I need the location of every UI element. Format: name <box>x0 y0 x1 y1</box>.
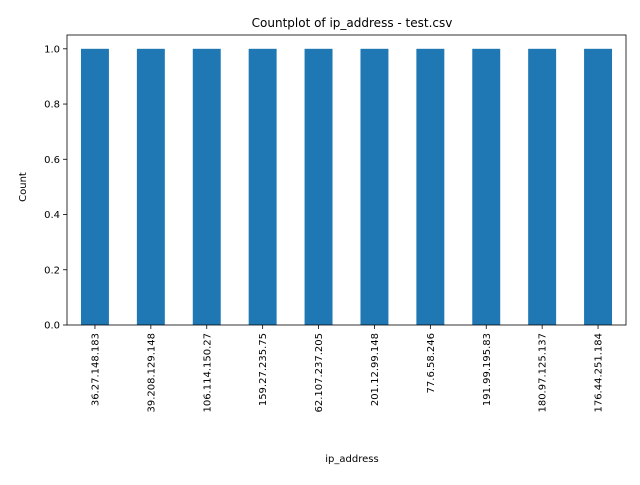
chart-title: Countplot of ip_address - test.csv <box>252 16 453 30</box>
x-tick-label: 62.107.237.205 <box>314 333 325 413</box>
y-tick-label: 0.0 <box>44 321 60 332</box>
x-axis: 36.27.148.183 39.208.129.148 106.114.150.2… <box>90 325 605 413</box>
x-tick-label: 39.208.129.148 <box>146 333 157 413</box>
y-axis: 0.0 0.2 0.4 0.6 0.8 1.0 <box>44 44 67 332</box>
x-tick-label: 159.27.235.75 <box>258 333 269 406</box>
x-tick-label: 106.114.150.27 <box>202 333 213 413</box>
bar <box>584 48 613 326</box>
y-tick-label: 0.4 <box>44 210 60 221</box>
x-tick-label: 176.44.251.184 <box>594 333 605 413</box>
y-axis-label: Count <box>18 172 29 202</box>
bars-group <box>80 48 613 326</box>
x-axis-label: ip_address <box>325 454 378 465</box>
y-tick-label: 0.6 <box>44 155 60 166</box>
bar <box>248 48 277 326</box>
bar <box>472 48 501 326</box>
bar <box>304 48 333 326</box>
x-tick-label: 191.99.195.83 <box>482 333 493 406</box>
bar <box>192 48 221 326</box>
bar <box>136 48 165 326</box>
bar <box>416 48 445 326</box>
bar <box>80 48 109 326</box>
bar <box>528 48 557 326</box>
x-tick-label: 36.27.148.183 <box>90 333 101 406</box>
y-tick-label: 0.2 <box>44 265 60 276</box>
x-tick-label: 180.97.125.137 <box>538 333 549 413</box>
x-tick-label: 201.12.99.148 <box>370 333 381 406</box>
bar <box>360 48 389 326</box>
y-tick-label: 0.8 <box>44 100 60 111</box>
y-tick-label: 1.0 <box>44 44 60 55</box>
x-tick-label: 77.6.58.246 <box>426 333 437 393</box>
plot-frame <box>66 34 627 326</box>
